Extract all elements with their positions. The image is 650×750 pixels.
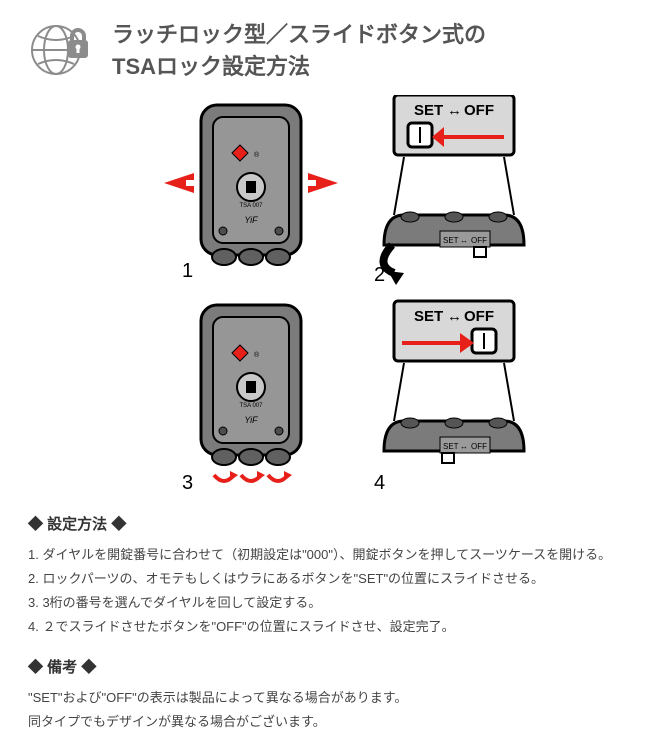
section-method-heading: ◆ 設定方法 ◆ <box>28 513 622 534</box>
notes: "SET"および"OFF"の表示は製品によって異なる場合があります。 同タイプで… <box>28 687 622 733</box>
svg-text:↔: ↔ <box>447 102 462 119</box>
tsa-label: TSA 007 <box>239 203 263 209</box>
figure-3: ® TSA 007 YiF 3 <box>146 295 346 495</box>
step-1: 1. ダイヤルを開錠番号に合わせて（初期設定は"000"）、開錠ボタンを押してス… <box>28 544 622 566</box>
svg-text:TSA 007: TSA 007 <box>239 403 263 409</box>
svg-text:↔: ↔ <box>447 308 462 325</box>
title-line-2: TSAロック設定方法 <box>112 54 310 79</box>
step-2: 2. ロックパーツの、オモテもしくはウラにあるボタンを"SET"の位置にスライド… <box>28 568 622 590</box>
fig-label-4: 4 <box>374 472 385 494</box>
svg-text:↔: ↔ <box>460 236 468 245</box>
title-line-1: ラッチロック型／スライドボタン式の <box>112 22 486 47</box>
fig-label-1: 1 <box>182 260 193 282</box>
figure-row-1: ® TSA 007 YiF 1 SET ↔ OFF <box>146 95 544 285</box>
figure-2: SET ↔ OFF SET ↔ OFF 2 <box>374 95 544 285</box>
small-set: SET <box>443 236 459 245</box>
fig-label-2: 2 <box>374 264 385 285</box>
small-off: OFF <box>471 236 487 245</box>
yif-label: YiF <box>244 215 258 225</box>
svg-text:®: ® <box>254 151 260 159</box>
figure-4: SET ↔ OFF SET ↔ OFF 4 <box>374 295 544 495</box>
svg-text:OFF: OFF <box>464 308 494 325</box>
steps-list: 1. ダイヤルを開錠番号に合わせて（初期設定は"000"）、開錠ボタンを押してス… <box>28 544 622 638</box>
svg-text:SET: SET <box>414 308 443 325</box>
figure-1: ® TSA 007 YiF 1 <box>146 95 346 285</box>
page-title: ラッチロック型／スライドボタン式の TSAロック設定方法 <box>112 19 486 83</box>
fig-label-3: 3 <box>182 472 193 494</box>
globe-lock-icon <box>28 18 94 83</box>
svg-text:↔: ↔ <box>460 442 468 451</box>
figure-row-2: ® TSA 007 YiF 3 SET ↔ O <box>146 295 544 495</box>
svg-text:®: ® <box>254 351 260 359</box>
step-3: 3. 3桁の番号を選んでダイヤルを回して設定する。 <box>28 592 622 614</box>
section-notes-heading: ◆ 備考 ◆ <box>28 656 622 677</box>
note-1: "SET"および"OFF"の表示は製品によって異なる場合があります。 <box>28 687 622 709</box>
figure-area: ® TSA 007 YiF 1 SET ↔ OFF <box>28 95 622 495</box>
svg-text:YiF: YiF <box>244 415 258 425</box>
svg-text:OFF: OFF <box>471 442 487 451</box>
switch-set: SET <box>414 102 443 119</box>
step-4: 4. ２でスライドさせたボタンを"OFF"の位置にスライドさせ、設定完了。 <box>28 616 622 638</box>
svg-text:SET: SET <box>443 442 459 451</box>
header: ラッチロック型／スライドボタン式の TSAロック設定方法 <box>28 18 622 83</box>
switch-off: OFF <box>464 102 494 119</box>
note-2: 同タイプでもデザインが異なる場合がございます。 <box>28 711 622 733</box>
